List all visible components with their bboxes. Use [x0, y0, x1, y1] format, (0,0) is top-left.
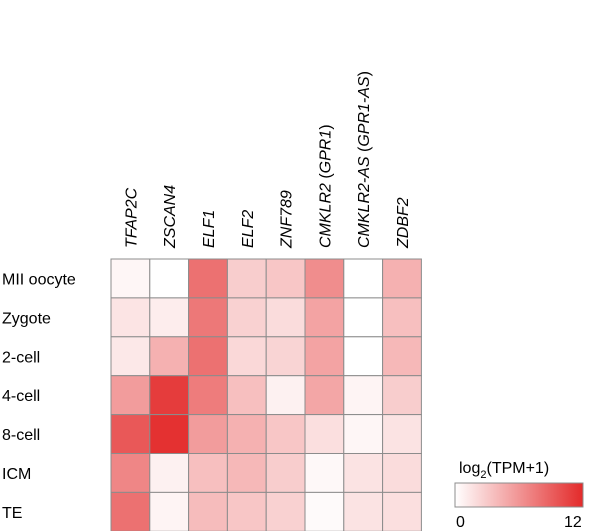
heatmap-cell	[265, 375, 306, 416]
heatmap-cell	[304, 297, 345, 338]
legend-gradient-bar	[454, 482, 584, 508]
heatmap-cell	[343, 297, 384, 338]
heatmap-cell	[226, 491, 267, 531]
heatmap-cell	[149, 336, 190, 377]
column-label: CMKLR2-AS (GPR1-AS)	[356, 71, 373, 248]
heatmap-cell	[265, 297, 306, 338]
heatmap-cell	[188, 414, 228, 455]
heatmap-cell	[188, 375, 228, 416]
heatmap-cell	[149, 414, 190, 455]
column-label: ZNF789	[279, 190, 296, 249]
heatmap-cell	[265, 414, 306, 455]
heatmap-cell	[226, 453, 267, 493]
heatmap-cell	[265, 336, 306, 377]
row-labels: MII oocyte Zygote 2-cell 4-cell 8-cell ICM TE	[2, 271, 76, 521]
row-label: Zygote	[2, 310, 51, 327]
heatmap-cell	[304, 336, 345, 377]
heatmap-cell	[110, 297, 151, 338]
legend-title: log2(TPM+1)	[459, 460, 549, 481]
heatmap-cell	[149, 297, 190, 338]
heatmap-cell	[188, 453, 228, 493]
heatmap-cell	[110, 453, 151, 493]
heatmap-cell	[149, 491, 190, 531]
heatmap-cell	[265, 491, 306, 531]
heatmap-cell	[110, 258, 151, 299]
heatmap-cell	[110, 414, 151, 455]
heatmap-cell	[304, 414, 345, 455]
heatmap-cell	[343, 491, 384, 531]
row-label: 4-cell	[2, 388, 40, 405]
heatmap-cell	[382, 375, 422, 416]
heatmap-cell	[265, 258, 306, 299]
heatmap-cell	[226, 336, 267, 377]
heatmap-cell	[149, 258, 190, 299]
column-label: ZDBF2	[395, 197, 412, 249]
heatmap-cell	[343, 375, 384, 416]
legend-max-label: 12	[564, 514, 582, 531]
heatmap-cell	[304, 258, 345, 299]
heatmap-cell	[110, 336, 151, 377]
heatmap-cell	[149, 453, 190, 493]
heatmap-cell	[188, 258, 228, 299]
heatmap-cell	[265, 453, 306, 493]
legend-title-subscript: 2	[480, 469, 486, 481]
column-label: TFAP2C	[123, 187, 140, 248]
row-label: ICM	[2, 466, 31, 483]
heatmap-cell	[304, 491, 345, 531]
heatmap-cell	[382, 491, 422, 531]
column-label: ZSCAN4	[162, 185, 179, 249]
heatmap-cell	[226, 258, 267, 299]
heatmap-cell	[188, 297, 228, 338]
column-label: CMKLR2 (GPR1)	[317, 124, 334, 248]
heatmap-cell	[382, 336, 422, 377]
row-label: MII oocyte	[2, 271, 76, 288]
heatmap-cell	[382, 414, 422, 455]
heatmap-cell	[382, 258, 422, 299]
heatmap-cell	[304, 453, 345, 493]
row-label: 8-cell	[2, 427, 40, 444]
heatmap-cell	[226, 414, 267, 455]
heatmap-cell	[343, 336, 384, 377]
heatmap-cell	[382, 453, 422, 493]
heatmap-cells	[110, 258, 422, 531]
heatmap-cell	[382, 297, 422, 338]
column-label: ELF1	[201, 210, 218, 248]
legend-min-label: 0	[456, 514, 465, 531]
row-label: TE	[2, 505, 22, 522]
heatmap-cell	[188, 491, 228, 531]
heatmap-cell	[149, 375, 190, 416]
column-labels: TFAP2C ZSCAN4 ELF1 ELF2 ZNF789 CMKLR2 (GPR1) C…	[123, 71, 412, 249]
heatmap-cell	[110, 375, 151, 416]
row-label: 2-cell	[2, 349, 40, 366]
column-label: ELF2	[240, 210, 257, 248]
heatmap-cell	[304, 375, 345, 416]
heatmap-cell	[110, 491, 151, 531]
heatmap-cell	[343, 258, 384, 299]
heatmap-cell	[226, 297, 267, 338]
heatmap-cell	[343, 453, 384, 493]
color-legend: log2(TPM+1) 0 12	[454, 460, 584, 531]
heatmap-cell	[343, 414, 384, 455]
heatmap-cell	[188, 336, 228, 377]
heatmap-cell	[226, 375, 267, 416]
